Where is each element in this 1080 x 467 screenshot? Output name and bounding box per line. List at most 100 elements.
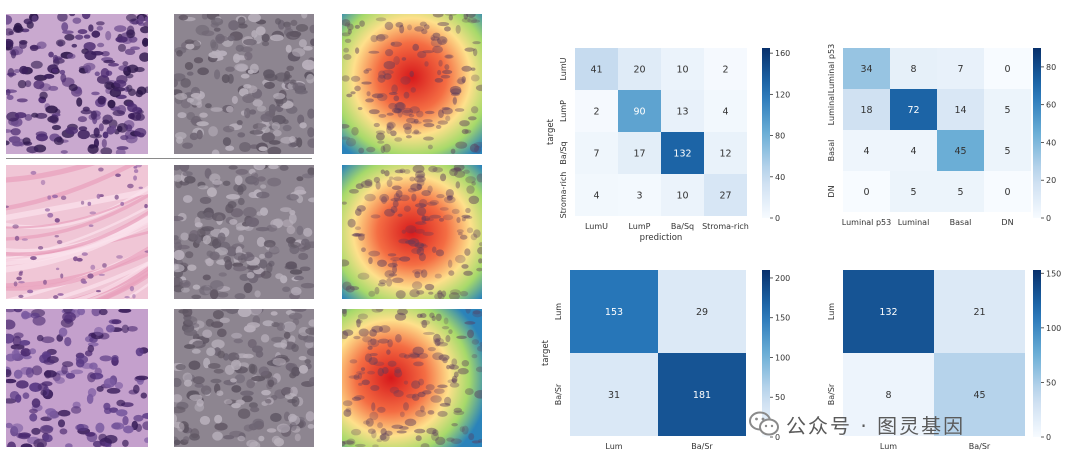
cell-value-label: 8: [910, 64, 916, 75]
matrix-cell: [704, 90, 747, 132]
cell-value-label: 4: [910, 146, 916, 157]
x-tick-label: Lum: [880, 442, 897, 451]
cell-value-label: 27: [719, 191, 731, 202]
colorbar: [762, 270, 770, 437]
matrix-cell: [843, 353, 934, 436]
matrix-cell: [575, 174, 618, 216]
cell-value-label: 13: [676, 107, 688, 118]
matrix-cell: [704, 174, 747, 216]
matrix-cell: [575, 90, 618, 132]
cell-value-label: 90: [633, 107, 645, 118]
cell-value-label: 18: [860, 105, 872, 116]
cell-value-label: 10: [676, 65, 688, 76]
cell-value-label: 12: [719, 149, 731, 160]
colorbar: [762, 48, 770, 218]
histology-tile: [6, 309, 148, 447]
y-tick-label: Lum: [554, 303, 563, 320]
cell-value-label: 0: [1004, 64, 1010, 75]
x-tick-label: LumU: [585, 222, 608, 231]
matrix-cell: [704, 132, 747, 174]
colorbar-tick-label: 60: [1046, 101, 1056, 110]
matrix-cell: [937, 89, 984, 130]
cell-value-label: 21: [973, 307, 985, 318]
cell-value-label: 2: [593, 107, 599, 118]
matrix-cell: [984, 130, 1031, 171]
cell-value-label: 17: [633, 149, 645, 160]
cell-value-label: 5: [910, 187, 916, 198]
cell-value-label: 8: [885, 390, 891, 401]
x-tick-label: Luminal: [898, 218, 930, 227]
colorbar: [1033, 270, 1041, 437]
matrix-cell: [937, 130, 984, 171]
cell-value-label: 2: [722, 65, 728, 76]
cell-value-label: 5: [1004, 105, 1010, 116]
cell-value-label: 72: [907, 105, 919, 116]
colorbar-tick-label: 0: [775, 433, 780, 442]
colorbar-tick-label: 160: [775, 49, 790, 58]
colorbar-tick-label: 150: [775, 314, 790, 323]
matrix-cell: [843, 270, 934, 353]
colorbar-tick-label: 200: [775, 274, 790, 283]
y-tick-label: Ba/Sr: [554, 383, 563, 405]
matrix-cell: [984, 171, 1031, 212]
x-tick-label: DN: [1001, 218, 1013, 227]
matrix-cell: [661, 174, 704, 216]
cell-value-label: 29: [696, 307, 708, 318]
x-tick-label: Stroma-rich: [702, 222, 749, 231]
y-axis-label: target: [546, 118, 556, 145]
colorbar-tick-label: 80: [1046, 63, 1056, 72]
y-tick-label: LumP: [559, 100, 568, 122]
cell-value-label: 5: [1004, 146, 1010, 157]
confusion-matrix-3: 153 29 31 181 Lum Ba/Sr Lum Ba/Sr target 0 50 100 15…: [541, 270, 790, 451]
cell-value-label: 7: [593, 149, 599, 160]
colorbar: [1033, 48, 1041, 218]
cell-value-label: 153: [605, 307, 623, 318]
y-tick-label: DN: [827, 185, 836, 197]
y-tick-label: Stroma-rich: [559, 172, 568, 219]
matrix-cell: [843, 130, 890, 171]
colorbar-tick-label: 100: [775, 353, 790, 362]
histology-tile: [6, 14, 148, 154]
matrix-cell: [661, 132, 704, 174]
y-tick-label: Basal: [827, 140, 836, 162]
x-axis-label: prediction: [640, 233, 683, 243]
watermark: 公众号 · 图灵基因: [748, 408, 965, 440]
matrix-cell: [618, 132, 661, 174]
cell-value-label: 34: [860, 64, 872, 75]
cell-value-label: 41: [590, 65, 602, 76]
colorbar-tick-label: 40: [1046, 138, 1056, 147]
x-tick-label: Lum: [605, 442, 622, 451]
wechat-icon: [749, 411, 779, 436]
cell-value-label: 132: [879, 307, 897, 318]
histology-tile: [6, 165, 148, 299]
x-tick-label: LumP: [628, 222, 650, 231]
matrix-cell: [575, 132, 618, 174]
matrix-cell: [570, 353, 658, 436]
y-axis-label: target: [541, 339, 551, 366]
matrix-cell: [661, 48, 704, 90]
confusion-matrix-4: 132 21 8 45 Lum Ba/Sr Lum Ba/Sr 0 50 100 150: [827, 269, 1061, 451]
y-tick-label: Luminal: [827, 94, 836, 126]
matrix-cell: [934, 353, 1025, 436]
matrix-cell: [984, 48, 1031, 89]
matrix-cell: [890, 130, 937, 171]
matrix-cell: [658, 353, 746, 436]
matrix-cell: [618, 174, 661, 216]
cell-value-label: 4: [593, 191, 599, 202]
matrix-cell: [618, 90, 661, 132]
cell-value-label: 0: [863, 187, 869, 198]
matrix-cell: [575, 48, 618, 90]
matrix-cell: [843, 89, 890, 130]
matrix-cell: [934, 270, 1025, 353]
y-tick-label: Ba/Sr: [827, 383, 836, 405]
confusion-matrix-1: 41 20 10 2 2 90 13 4 7 17 132 12 4 3 10 27 LumU LumP Ba/Sq…: [546, 48, 790, 243]
x-tick-label: Luminal p53: [842, 218, 891, 227]
cell-value-label: 0: [1004, 187, 1010, 198]
colorbar-tick-label: 0: [1046, 214, 1051, 223]
colorbar-tick-label: 0: [1046, 433, 1051, 442]
matrix-cell: [704, 48, 747, 90]
y-tick-label: Lum: [827, 303, 836, 320]
colorbar-tick-label: 0: [775, 214, 780, 223]
